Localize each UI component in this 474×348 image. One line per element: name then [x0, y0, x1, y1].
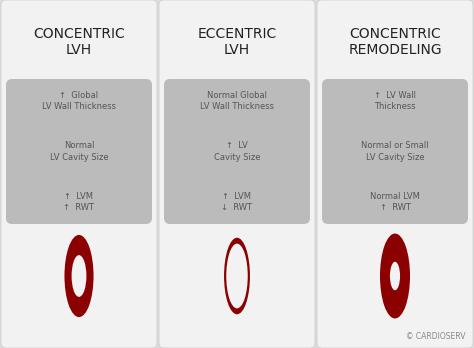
- Text: ↑  LVM
↓  RWT: ↑ LVM ↓ RWT: [221, 192, 253, 212]
- Ellipse shape: [226, 244, 248, 308]
- Ellipse shape: [64, 235, 93, 317]
- Text: © CARDIOSERV: © CARDIOSERV: [407, 332, 466, 341]
- Text: ↑  LVM
↑  RWT: ↑ LVM ↑ RWT: [64, 192, 94, 212]
- FancyBboxPatch shape: [164, 79, 310, 224]
- Text: Normal or Small
LV Cavity Size: Normal or Small LV Cavity Size: [361, 141, 429, 161]
- FancyBboxPatch shape: [317, 0, 473, 348]
- Text: ↑  LV Wall
Thickness: ↑ LV Wall Thickness: [374, 91, 416, 111]
- Text: Normal LVM
↑  RWT: Normal LVM ↑ RWT: [370, 192, 420, 212]
- FancyBboxPatch shape: [159, 0, 315, 348]
- Text: CONCENTRIC
LVH: CONCENTRIC LVH: [33, 27, 125, 57]
- Text: ↑  LV
Cavity Size: ↑ LV Cavity Size: [214, 141, 260, 161]
- Text: CONCENTRIC
REMODELING: CONCENTRIC REMODELING: [348, 27, 442, 57]
- Ellipse shape: [390, 262, 400, 290]
- Text: Normal
LV Cavity Size: Normal LV Cavity Size: [50, 141, 109, 161]
- FancyBboxPatch shape: [322, 79, 468, 224]
- Ellipse shape: [224, 238, 250, 314]
- Ellipse shape: [380, 234, 410, 318]
- Text: Normal Global
LV Wall Thickness: Normal Global LV Wall Thickness: [200, 91, 274, 111]
- Text: ↑  Global
LV Wall Thickness: ↑ Global LV Wall Thickness: [42, 91, 116, 111]
- FancyBboxPatch shape: [6, 79, 152, 224]
- Text: ECCENTRIC
LVH: ECCENTRIC LVH: [197, 27, 277, 57]
- FancyBboxPatch shape: [1, 0, 157, 348]
- Ellipse shape: [72, 255, 86, 297]
